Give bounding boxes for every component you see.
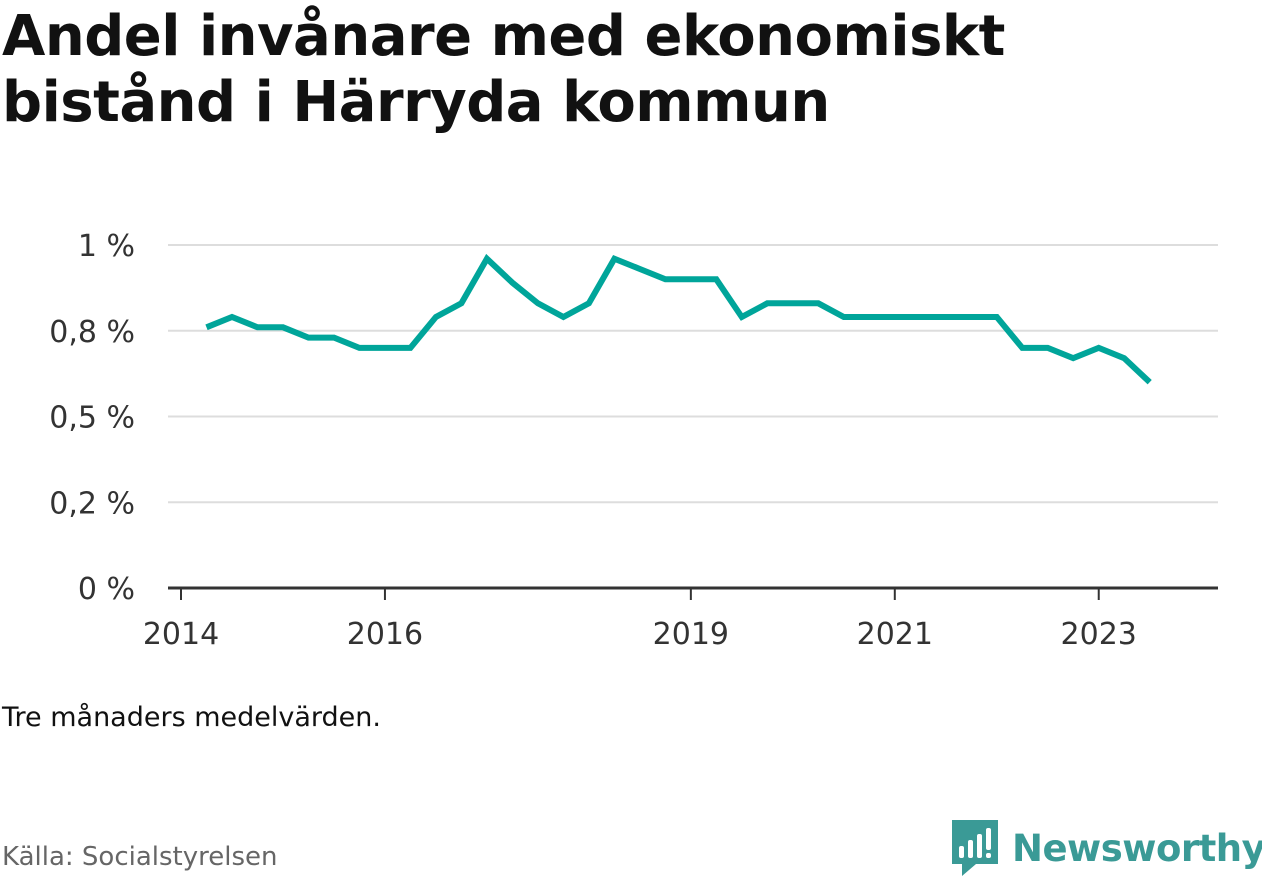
brand-logo[interactable]: Newsworthy [950,818,1262,878]
y-tick-label: 1 % [78,229,135,264]
chart-title: Andel invånare med ekonomiskt bistånd i … [2,4,1005,135]
y-tick-label: 0,8 % [49,315,135,350]
x-tick-label: 2023 [1061,617,1137,652]
y-axis: 0 % 0,2 % 0,5 % 0,8 % 1 % [49,229,135,607]
chart-note: Tre månaders medelvärden. [2,702,381,733]
brand-name: Newsworthy [1012,826,1262,870]
y-tick-label: 0,2 % [49,486,135,521]
series-layer [205,253,1152,385]
grid-lines [168,244,1218,504]
x-tick-label: 2019 [653,617,729,652]
line-chart: 0 %0,2 %0,5 %0,8 %1 % 2014 2016 2019 2021 20… [49,229,1218,652]
y-tick-label: 0 % [78,572,135,607]
x-tick-label: 2014 [143,617,219,652]
source-text: Källa: Socialstyrelsen [2,842,278,872]
y-tick-label: 0,5 % [49,401,135,436]
x-axis: 2014 2016 2019 2021 2023 [143,586,1218,652]
series-line [205,253,1152,385]
x-tick-label: 2021 [857,617,933,652]
newsworthy-logo-icon [952,820,998,876]
x-tick-label: 2016 [347,617,423,652]
